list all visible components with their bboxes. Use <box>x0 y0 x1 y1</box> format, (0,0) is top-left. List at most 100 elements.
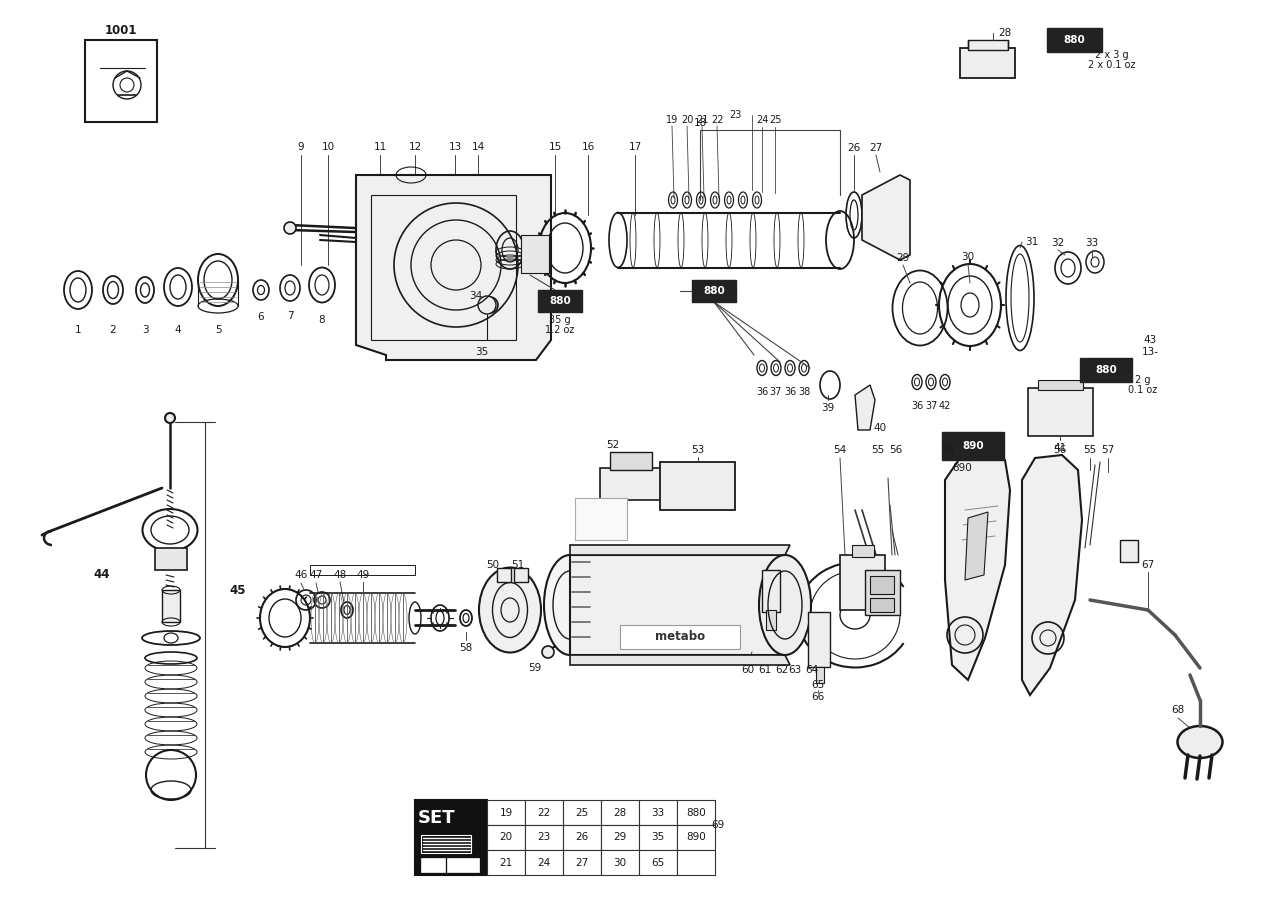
Text: 55: 55 <box>1083 445 1097 455</box>
Bar <box>840 555 884 610</box>
Text: 2 x 3 g: 2 x 3 g <box>1096 50 1129 60</box>
Text: 35: 35 <box>652 833 664 843</box>
Text: 26: 26 <box>847 143 860 153</box>
Text: 23: 23 <box>538 833 550 843</box>
Text: 48: 48 <box>333 570 347 580</box>
Text: 23: 23 <box>728 110 741 120</box>
Text: 35 g: 35 g <box>549 315 571 325</box>
Bar <box>421 858 445 872</box>
Text: 880: 880 <box>549 296 571 306</box>
Text: 65: 65 <box>652 857 664 868</box>
Text: 0.1 oz: 0.1 oz <box>1129 385 1157 395</box>
Bar <box>525 800 563 825</box>
Text: 8: 8 <box>319 315 325 325</box>
Bar <box>521 235 549 273</box>
Text: 36: 36 <box>783 387 796 397</box>
Bar <box>677 825 716 850</box>
Text: 16: 16 <box>581 142 595 152</box>
Text: 66: 66 <box>812 692 824 702</box>
Text: SET: SET <box>419 809 456 827</box>
Bar <box>84 40 157 122</box>
Circle shape <box>541 646 554 658</box>
Circle shape <box>165 413 175 423</box>
Bar <box>968 40 1009 50</box>
Text: 62: 62 <box>776 665 788 675</box>
Bar <box>538 290 582 312</box>
Bar <box>515 568 529 582</box>
Text: 68: 68 <box>1171 705 1184 715</box>
Bar <box>677 800 716 825</box>
Text: 26: 26 <box>576 833 589 843</box>
Circle shape <box>284 222 296 234</box>
Bar <box>155 548 187 570</box>
Bar <box>525 825 563 850</box>
Bar <box>1038 380 1083 390</box>
Text: 37: 37 <box>925 401 937 411</box>
Text: 33: 33 <box>1085 238 1098 248</box>
Bar <box>310 565 415 575</box>
Text: 21: 21 <box>696 115 708 125</box>
Text: 1001: 1001 <box>105 24 137 37</box>
Text: 34: 34 <box>470 291 483 301</box>
Text: 27: 27 <box>869 143 883 153</box>
Text: 36: 36 <box>756 387 768 397</box>
Text: 46: 46 <box>294 570 307 580</box>
Bar <box>762 570 780 612</box>
Text: 880: 880 <box>703 286 724 296</box>
Text: 39: 39 <box>822 403 835 413</box>
Text: 67: 67 <box>1142 560 1155 570</box>
Bar <box>808 612 829 667</box>
Ellipse shape <box>544 555 596 655</box>
Bar <box>563 825 602 850</box>
Text: 24: 24 <box>538 857 550 868</box>
Text: 890: 890 <box>963 441 984 451</box>
Text: 53: 53 <box>691 445 704 455</box>
Bar <box>817 667 824 683</box>
Text: 36: 36 <box>911 401 923 411</box>
Text: 29: 29 <box>613 833 627 843</box>
Bar <box>639 850 677 875</box>
Text: 50: 50 <box>486 560 499 570</box>
Text: 65: 65 <box>812 680 824 690</box>
Bar <box>865 570 900 615</box>
Text: 2: 2 <box>110 325 116 335</box>
Polygon shape <box>945 450 1010 680</box>
Text: 25: 25 <box>576 808 589 818</box>
Text: 40: 40 <box>873 423 887 433</box>
Text: 4: 4 <box>174 325 182 335</box>
Text: 56: 56 <box>890 445 902 455</box>
Text: 61: 61 <box>758 665 772 675</box>
Text: 17: 17 <box>628 142 641 152</box>
Text: 21: 21 <box>499 857 512 868</box>
Text: 880: 880 <box>1064 35 1085 45</box>
Text: 13-: 13- <box>1142 347 1158 357</box>
Bar <box>486 850 525 875</box>
Text: 9: 9 <box>298 142 305 152</box>
Text: 63: 63 <box>788 665 801 675</box>
Bar <box>602 850 639 875</box>
Bar <box>602 800 639 825</box>
Text: 57: 57 <box>1101 445 1115 455</box>
Bar <box>497 568 511 582</box>
Bar <box>870 576 893 594</box>
Text: 56: 56 <box>1053 445 1066 455</box>
Text: 7: 7 <box>287 311 293 321</box>
Text: 51: 51 <box>512 560 525 570</box>
Text: 12: 12 <box>408 142 421 152</box>
Bar <box>1120 540 1138 562</box>
Bar <box>852 545 874 557</box>
Bar <box>639 825 677 850</box>
Circle shape <box>477 296 497 314</box>
Text: 22: 22 <box>710 115 723 125</box>
Text: 43: 43 <box>1143 335 1157 345</box>
Polygon shape <box>861 175 910 260</box>
Text: 60: 60 <box>741 665 755 675</box>
Text: 890: 890 <box>952 463 972 473</box>
Bar <box>421 835 471 853</box>
Bar <box>1080 358 1132 382</box>
Bar <box>639 800 677 825</box>
Text: 1: 1 <box>74 325 82 335</box>
Text: 20: 20 <box>681 115 694 125</box>
Polygon shape <box>570 655 790 665</box>
Polygon shape <box>570 545 790 555</box>
